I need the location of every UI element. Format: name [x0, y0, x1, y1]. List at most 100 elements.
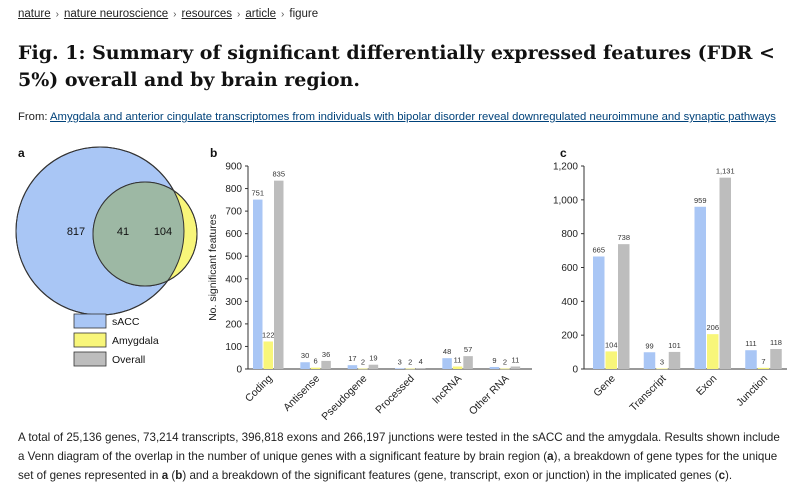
bar-b-coding-sacc	[253, 199, 263, 369]
bar-value-label: 2	[408, 358, 412, 367]
venn-amygdala-count: 104	[154, 226, 172, 238]
bar-b-antisense-sacc	[300, 362, 310, 369]
x-tick-label: Coding	[243, 373, 275, 405]
bar-c-junction-sacc	[745, 350, 757, 369]
figure-title: Fig. 1: Summary of significant different…	[18, 42, 775, 91]
bar-value-label: 6	[313, 357, 317, 366]
y-tick-label: 800	[561, 229, 578, 240]
breadcrumb-separator-icon: ›	[173, 9, 177, 20]
breadcrumb: nature › nature neuroscience › resources › art…	[18, 8, 318, 20]
bar-b-other-rna-amygdala	[500, 368, 510, 370]
bar-value-label: 118	[770, 338, 782, 347]
y-tick-label: 700	[225, 207, 242, 218]
breadcrumb-link-article[interactable]: article	[245, 8, 277, 20]
venn-amygdala-outline	[92, 181, 198, 287]
x-tick-label: Transcript	[627, 373, 668, 414]
x-tick-label: Gene	[591, 373, 618, 400]
bar-c-transcript-amygdala	[656, 368, 668, 370]
panel-label-c: c	[560, 146, 567, 160]
y-tick-label: 0	[572, 365, 578, 376]
bar-value-label: 738	[617, 233, 630, 242]
bar-b-coding-amygdala	[263, 341, 273, 369]
venn-overlap-count: 41	[117, 226, 129, 238]
legend-label-amygdala: Amygdala	[112, 335, 159, 347]
bar-value-label: 751	[251, 189, 264, 198]
y-tick-label: 0	[236, 365, 242, 376]
bar-value-label: 48	[443, 347, 451, 356]
x-tick-label: Exon	[694, 373, 720, 399]
bar-b-pseudogene-sacc	[347, 365, 358, 369]
chart-c: 02004006008001,0001,200665104738Gene9931…	[553, 162, 787, 414]
bar-b-other-rna-sacc	[489, 366, 500, 369]
bar-value-label: 9	[492, 356, 496, 365]
source-line: From: Amygdala and anterior cingulate tr…	[18, 111, 776, 123]
breadcrumb-separator-icon: ›	[281, 9, 285, 20]
bar-b-pseudogene-amygdala	[358, 368, 368, 370]
bar-value-label: 99	[645, 341, 653, 350]
caption-text: (	[168, 469, 176, 482]
breadcrumb-separator-icon: ›	[237, 9, 241, 20]
bar-value-label: 11	[512, 356, 520, 365]
caption-ref-a: a	[161, 469, 169, 482]
bar-value-label: 3	[398, 357, 402, 366]
bar-value-label: 30	[301, 351, 309, 360]
panel-label-a: a	[18, 146, 25, 160]
bar-c-junction-amygdala	[757, 367, 770, 369]
y-tick-label: 800	[225, 184, 242, 195]
breadcrumb-separator-icon: ›	[55, 9, 59, 20]
y-tick-label: 100	[225, 342, 242, 353]
y-tick-label: 900	[225, 162, 242, 173]
bar-b-lncrna-amygdala	[452, 366, 463, 369]
bar-value-label: 19	[369, 354, 377, 363]
caption-text: ) and a breakdown of the significant fea…	[182, 469, 719, 482]
bar-value-label: 57	[464, 345, 472, 354]
x-tick-label: Processed	[373, 373, 417, 417]
y-tick-label: 200	[225, 319, 242, 330]
bar-b-lncrna-sacc	[442, 358, 452, 369]
bar-value-label: 665	[592, 246, 605, 255]
legend-swatch-sacc	[73, 313, 107, 329]
source-article-link[interactable]: Amygdala and anterior cingulate transcri…	[50, 111, 776, 123]
bar-c-exon-overall	[719, 177, 731, 369]
bar-b-coding-overall	[274, 180, 284, 369]
bar-value-label: 835	[272, 170, 285, 179]
x-tick-label: lncRNA	[431, 373, 465, 407]
caption-text: ), a breakdown of gene types for the uni…	[18, 450, 778, 482]
y-tick-label: 200	[561, 331, 578, 342]
breadcrumb-link-nature[interactable]: nature	[18, 8, 51, 20]
x-tick-label: Antisense	[281, 373, 322, 414]
venn-diagram: 817 41 104	[15, 146, 198, 316]
bar-value-label: 4	[419, 357, 423, 366]
venn-sacc-count: 817	[67, 226, 85, 238]
y-tick-label: 600	[225, 229, 242, 240]
bar-value-label: 111	[745, 339, 756, 348]
bar-c-exon-sacc	[694, 206, 706, 369]
y-tick-label: 400	[225, 274, 242, 285]
bar-value-label: 206	[706, 323, 719, 332]
bar-value-label: 17	[348, 354, 356, 363]
from-label: From:	[18, 111, 48, 123]
y-tick-label: 1,000	[553, 195, 578, 206]
bar-value-label: 101	[668, 341, 681, 350]
breadcrumb-link-resources[interactable]: resources	[181, 8, 233, 20]
panel-label-b: b	[210, 146, 218, 160]
legend-swatch-overall	[73, 351, 107, 367]
figure-caption: A total of 25,136 genes, 73,214 transcri…	[18, 428, 788, 485]
caption-text: A total of 25,136 genes, 73,214 transcri…	[18, 431, 780, 463]
bar-value-label: 104	[605, 340, 618, 349]
figure-graphic: 817 41 104 sACC Amygdala Overall 0100200…	[15, 146, 787, 423]
y-tick-label: 600	[561, 263, 578, 274]
chart-b: 0 100 200 300 400 500 600 700 800 900 No. signific…	[207, 162, 532, 423]
bar-value-label: 122	[262, 330, 275, 339]
bar-b-other-rna-overall	[510, 366, 521, 369]
bar-b-pseudogene-overall	[368, 364, 379, 369]
breadcrumb-link-journal[interactable]: nature neuroscience	[63, 8, 169, 20]
bar-b-lncrna-overall	[463, 356, 473, 369]
bar-c-gene-sacc	[593, 256, 605, 369]
bar-b-processed-sacc	[395, 368, 405, 369]
bar-value-label: 36	[322, 350, 330, 359]
legend-swatch-amygdala	[73, 332, 107, 348]
bar-c-exon-amygdala	[707, 334, 719, 369]
x-tick-label: Pseudogene	[319, 373, 369, 423]
breadcrumb-current: figure	[289, 8, 319, 20]
